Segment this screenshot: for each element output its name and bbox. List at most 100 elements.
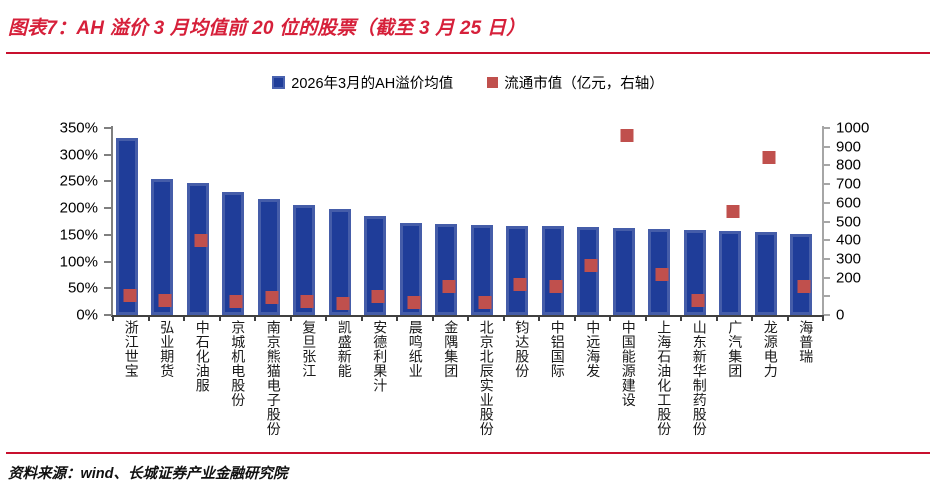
plot-region: 0% 50% 100% 150% 200% 250% 300% 350% 0 200 300 400 5… <box>0 104 936 444</box>
x-axis-category-label: 龙源电力 <box>762 320 779 378</box>
marker-market-cap <box>513 277 527 291</box>
y-right-tick-label: 0 <box>836 306 845 324</box>
x-axis-category-label: 山东新华制药股份 <box>691 320 708 436</box>
x-axis-tick <box>502 315 505 321</box>
bar-premium <box>754 231 777 315</box>
marker-market-cap <box>158 294 172 308</box>
y-right-tick <box>823 239 830 242</box>
marker-market-cap <box>620 128 634 142</box>
marker-market-cap <box>655 268 669 282</box>
bar-premium <box>115 137 138 315</box>
y-right-tick-label: 400 <box>836 231 862 249</box>
marker-market-cap <box>265 290 279 304</box>
x-axis-category-label: 上海石油化工股份 <box>656 320 673 436</box>
x-axis-category-label: 安德利果汁 <box>372 320 389 393</box>
x-axis-tick <box>573 315 576 321</box>
x-axis-tick <box>183 315 185 321</box>
x-axis-tick <box>467 315 469 321</box>
marker-market-cap <box>726 204 740 218</box>
y-left-tick-label: 250% <box>59 172 98 190</box>
y-left-tick-label: 150% <box>59 226 98 244</box>
x-axis-category-label: 金隅集团 <box>443 320 460 378</box>
x-axis-category-label: 南京熊猫电子股份 <box>265 320 282 436</box>
y-left-tick-label: 0% <box>76 306 98 324</box>
marker-market-cap <box>584 258 598 272</box>
y-left-tick-label: 300% <box>59 146 98 164</box>
source-note: 资料来源：wind、长城证券产业金融研究院 <box>8 466 288 482</box>
bar-premium <box>435 224 458 315</box>
marker-market-cap <box>691 293 705 307</box>
x-axis-category-label: 京城机电股份 <box>230 320 247 407</box>
y-left-tick <box>104 233 112 236</box>
bar-premium <box>186 183 209 315</box>
y-right-tick <box>823 201 830 204</box>
x-axis-tick <box>289 315 292 321</box>
y-right-tick-label: 600 <box>836 194 862 212</box>
marker-market-cap <box>229 295 243 309</box>
y-left-tick-label: 350% <box>59 119 98 137</box>
x-axis-tick <box>431 315 434 321</box>
x-axis-category-label: 北京北辰实业股份 <box>478 320 495 436</box>
x-axis-tick <box>396 315 398 321</box>
x-axis-tick <box>822 315 824 321</box>
x-axis-category-label: 复旦张江 <box>301 320 318 378</box>
bar-premium <box>506 225 529 315</box>
y-left-tick <box>104 127 112 129</box>
x-axis-tick <box>147 315 150 321</box>
x-axis-tick <box>786 315 789 321</box>
bar-premium <box>470 225 493 315</box>
y-right-tick <box>823 276 830 279</box>
y-right-tick-label: 1000 <box>836 119 870 137</box>
y-left-tick <box>104 260 112 263</box>
y-right-tick-label: 300 <box>836 250 862 268</box>
x-axis-category-label: 中远海发 <box>585 320 602 378</box>
marker-market-cap <box>407 296 421 310</box>
y-right-tick <box>823 295 830 298</box>
x-axis-category-label: 钧达股份 <box>514 320 531 378</box>
x-axis-category-label: 中铝国际 <box>549 320 566 378</box>
x-axis-tick <box>680 315 682 321</box>
marker-market-cap <box>300 295 314 309</box>
x-axis-tick <box>538 315 540 321</box>
y-right-tick <box>823 164 830 167</box>
y-left-tick <box>104 287 112 290</box>
y-right-tick-label: 700 <box>836 175 862 193</box>
y-right-tick-label: 200 <box>836 269 862 287</box>
y-right-tick <box>823 183 830 186</box>
x-axis-category-label: 晨鸣纸业 <box>407 320 424 378</box>
plot-area <box>112 128 822 315</box>
y-left-tick <box>104 180 112 183</box>
bar-premium <box>151 179 174 315</box>
title-divider <box>6 52 930 54</box>
marker-market-cap <box>371 289 385 303</box>
x-axis-tick <box>751 315 753 321</box>
x-axis-category-label: 广汽集团 <box>727 320 744 378</box>
x-axis-tick <box>254 315 256 321</box>
y-right-tick <box>823 257 830 260</box>
x-axis-category-labels: 浙江世宝 弘业期货 中石化油服 京城机电股份 南京熊猫电子股份 复旦张江 凯盛新能 安德利果汁… <box>0 320 936 440</box>
x-axis-tick <box>715 315 718 321</box>
x-axis-tick <box>325 315 327 321</box>
y-left-tick <box>104 207 112 210</box>
marker-market-cap <box>549 280 563 294</box>
x-axis-category-label: 中石化油服 <box>194 320 211 393</box>
chart-legend: 2026年3月的AH溢价均值 流通市值（亿元，右轴） <box>0 72 936 93</box>
page-title: 图表7：AH 溢价 3 月均值前 20 位的股票（截至 3 月 25 日） <box>8 17 526 39</box>
y-right-tick-label: 900 <box>836 138 862 156</box>
y-right-tick <box>823 220 830 223</box>
y-right-tick <box>823 127 830 129</box>
bar-premium <box>293 205 316 315</box>
bar-premium <box>222 192 245 315</box>
legend-swatch-marker-icon <box>487 77 499 88</box>
figure-title-bar: 图表7：AH 溢价 3 月均值前 20 位的股票（截至 3 月 25 日） <box>0 0 936 52</box>
legend-item-marketcap: 流通市值（亿元，右轴） <box>487 72 664 93</box>
y-left-tick <box>104 314 112 316</box>
y-left-tick-label: 100% <box>59 253 98 271</box>
legend-swatch-bar-icon <box>272 76 286 89</box>
bar-premium <box>257 199 280 315</box>
marker-market-cap <box>797 280 811 294</box>
y-left-tick <box>104 153 112 156</box>
marker-market-cap <box>762 151 776 165</box>
y-axis-left-line <box>111 126 113 317</box>
footer-divider <box>6 452 930 454</box>
